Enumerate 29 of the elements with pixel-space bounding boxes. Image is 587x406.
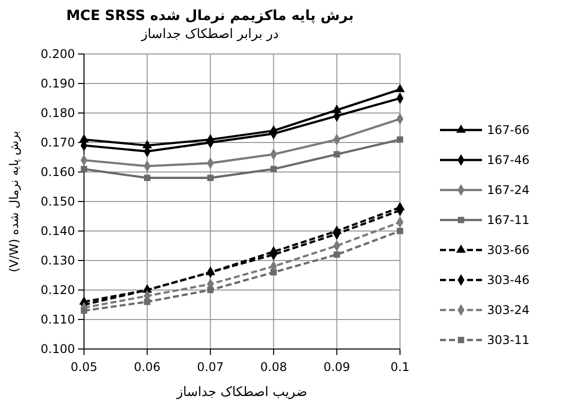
chart-subtitle: در برابر اصطکاک جداساز bbox=[140, 27, 279, 42]
y-tick-label: 0.120 bbox=[40, 282, 75, 297]
x-tick-label: 0.06 bbox=[134, 360, 161, 374]
y-tick-label: 0.140 bbox=[40, 224, 75, 238]
legend-label: 167-24 bbox=[487, 183, 530, 198]
y-tick-label: 0.160 bbox=[40, 164, 75, 179]
legend-label: 303-24 bbox=[487, 303, 530, 318]
x-tick-label: 0.05 bbox=[70, 360, 98, 374]
legend-label: 167-11 bbox=[487, 213, 530, 228]
y-tick-label: 0.100 bbox=[40, 342, 75, 356]
y-tick-label: 0.130 bbox=[40, 253, 75, 268]
legend-label: 303-11 bbox=[487, 333, 530, 348]
legend-label: 167-46 bbox=[487, 153, 530, 168]
chart-title: برش پایه ماکزیمم نرمال شده MCE SRSS bbox=[66, 8, 354, 24]
legend-label: 167-66 bbox=[487, 123, 530, 138]
y-tick-label: 0.150 bbox=[40, 194, 75, 208]
y-axis-title: برش پایه نرمال شده (V/W) bbox=[7, 130, 21, 272]
x-tick-label: 0.09 bbox=[323, 360, 350, 374]
legend-label: 303-66 bbox=[487, 243, 530, 258]
y-tick-label: 0.170 bbox=[40, 135, 75, 150]
legend-label: 303-46 bbox=[487, 273, 530, 288]
y-tick-label: 0.180 bbox=[40, 106, 75, 120]
x-tick-label: 0.08 bbox=[260, 360, 287, 374]
y-tick-label: 0.200 bbox=[40, 46, 75, 61]
x-axis-title: ضریب اصطکاک جداساز bbox=[176, 385, 308, 400]
y-tick-label: 0.110 bbox=[40, 312, 75, 326]
x-tick-label: 0.07 bbox=[197, 360, 224, 374]
y-tick-label: 0.190 bbox=[40, 76, 75, 90]
x-tick-label: 0.1 bbox=[390, 360, 410, 374]
